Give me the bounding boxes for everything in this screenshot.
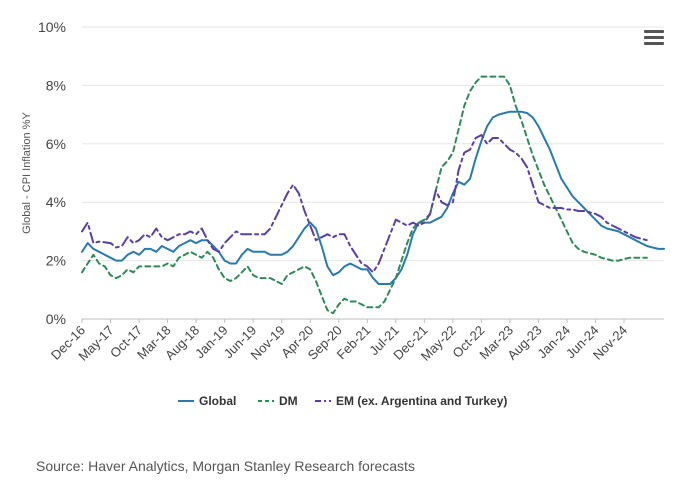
y-tick-label: 6% bbox=[46, 136, 66, 152]
y-tick-label: 4% bbox=[46, 194, 66, 210]
series-line-0 bbox=[81, 110, 665, 285]
series-line-1 bbox=[81, 75, 648, 315]
y-tick-label: 10% bbox=[38, 19, 66, 35]
y-axis-title: Global - CPI Inflation %Y bbox=[21, 112, 33, 234]
y-tick-label: 2% bbox=[46, 253, 66, 269]
legend-label: DM bbox=[279, 394, 298, 408]
legend-label: EM (ex. Argentina and Turkey) bbox=[336, 394, 507, 408]
source-note: Source: Haver Analytics, Morgan Stanley … bbox=[36, 458, 415, 474]
y-tick-label: 8% bbox=[46, 77, 66, 93]
legend-label: Global bbox=[199, 394, 236, 408]
y-tick-label: 0% bbox=[46, 311, 66, 327]
series-line-2 bbox=[81, 134, 648, 274]
hamburger-menu-icon[interactable] bbox=[644, 30, 664, 48]
